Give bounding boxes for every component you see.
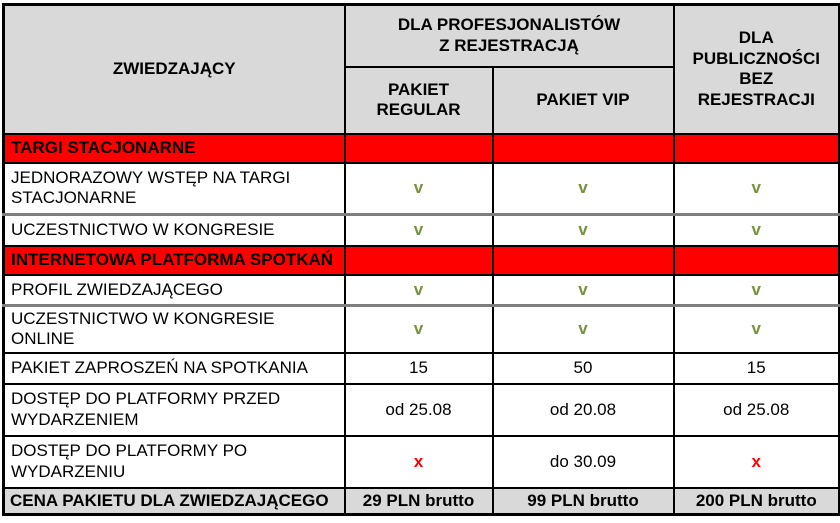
price-value: 29 PLN brutto (362, 490, 475, 510)
column-header-pakiet-vip: PAKIET VIP (491, 65, 675, 135)
row-label: DOSTĘP DO PLATFORMY PRZED WYDARZENIEM (2, 382, 346, 437)
column-header-pakiet-regular: PAKIET REGULAR (343, 65, 494, 135)
section-row-targi-stacjonarne: TARGI STACJONARNE (2, 132, 840, 164)
section-cell (343, 244, 494, 276)
section-row-platforma-spotkan: INTERNETOWA PLATFORMA SPOTKAŃ (2, 244, 840, 276)
section-cell (491, 132, 675, 164)
section-cell (672, 244, 840, 276)
price-value: 99 PLN brutto (527, 490, 639, 510)
table-row: DOSTĘP DO PLATFORMY PRZED WYDARZENIEM od… (2, 382, 840, 437)
price-row-label: CENA PAKIETU DLA ZWIEDZAJĄCEGO (2, 486, 346, 516)
section-cell (343, 132, 494, 164)
table-row: JEDNORAZOWY WSTĘP NA TARGI STACJONARNE v… (2, 161, 840, 216)
check-mark: v (413, 178, 424, 198)
header-row-packages: PAKIET REGULAR PAKIET VIP (4, 65, 840, 135)
section-label: TARGI STACJONARNE (2, 132, 346, 164)
check-mark: v (413, 279, 424, 299)
cell-value: od 20.08 (549, 399, 617, 419)
row-label: UCZESTNICTWO W KONGRESIE ONLINE (2, 304, 346, 354)
table-row: DOSTĘP DO PLATFORMY PO WYDARZENIU x do 3… (2, 434, 840, 489)
cell-value: od 25.08 (723, 399, 790, 419)
price-value: 200 PLN brutto (695, 490, 817, 510)
row-label: DOSTĘP DO PLATFORMY PO WYDARZENIU (2, 434, 346, 489)
column-header-visitor: ZWIEDZAJĄCY (2, 3, 346, 135)
section-cell (491, 244, 675, 276)
check-mark: v (751, 319, 761, 339)
check-mark: v (578, 319, 588, 339)
check-mark: v (578, 178, 588, 198)
table-row: UCZESTNICTWO W KONGRESIE v v v (2, 213, 840, 247)
header-row-groups: ZWIEDZAJĄCY DLA PROFESJONALISTÓW Z REJES… (2, 3, 840, 135)
check-mark: v (751, 178, 761, 198)
check-mark: v (578, 220, 588, 240)
check-mark: v (578, 279, 588, 299)
column-header-public: DLA PUBLICZNOŚCI BEZ REJESTRACJI (672, 3, 840, 135)
row-label: PAKIET ZAPROSZEŃ NA SPOTKANIA (2, 351, 346, 385)
row-label: UCZESTNICTWO W KONGRESIE (2, 213, 346, 247)
visitor-packages-table: ZWIEDZAJĄCY DLA PROFESJONALISTÓW Z REJES… (2, 3, 840, 517)
price-row: CENA PAKIETU DLA ZWIEDZAJĄCEGO 29 PLN br… (2, 486, 840, 516)
cell-value: 15 (409, 358, 428, 378)
section-cell (672, 132, 840, 164)
check-mark: v (413, 319, 424, 339)
row-label: PROFIL ZWIEDZAJĄCEGO (2, 273, 346, 307)
table-row: PROFIL ZWIEDZAJĄCEGO v v v (2, 273, 840, 307)
row-label: JEDNORAZOWY WSTĘP NA TARGI STACJONARNE (2, 161, 346, 216)
table-row: PAKIET ZAPROSZEŃ NA SPOTKANIA 15 50 15 (2, 351, 840, 385)
cell-value: do 30.09 (549, 451, 617, 471)
cell-value: od 25.08 (385, 399, 452, 419)
cross-mark: x (751, 451, 761, 471)
cell-value: 50 (573, 358, 593, 378)
table-row: UCZESTNICTWO W KONGRESIE ONLINE v v v (2, 304, 840, 354)
check-mark: v (751, 220, 761, 240)
cross-mark: x (413, 451, 424, 471)
section-label: INTERNETOWA PLATFORMA SPOTKAŃ (2, 244, 346, 276)
check-mark: v (413, 220, 424, 240)
cell-value: 15 (746, 358, 766, 378)
column-group-professionals: DLA PROFESJONALISTÓW Z REJESTRACJĄ (343, 3, 675, 68)
check-mark: v (751, 279, 761, 299)
